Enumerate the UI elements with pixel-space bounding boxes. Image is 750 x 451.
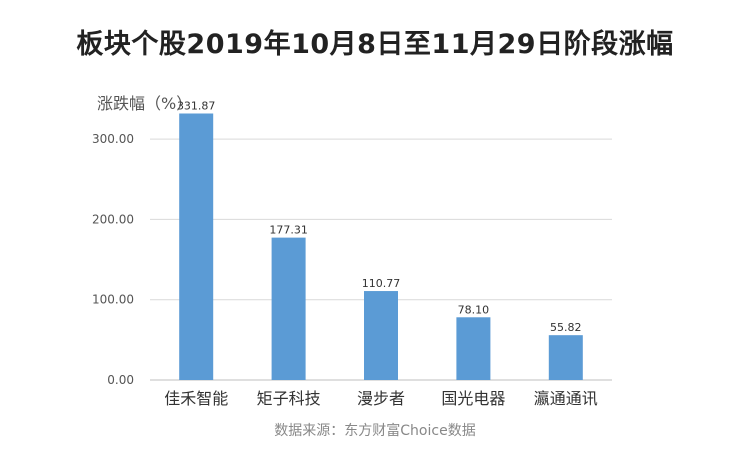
data-label: 110.77 (362, 277, 401, 290)
y-tick-label: 200.00 (92, 212, 134, 226)
bar (179, 113, 214, 380)
x-tick-label: 矩子科技 (257, 389, 321, 408)
y-tick-label: 100.00 (92, 293, 134, 307)
data-label: 55.82 (550, 321, 582, 334)
data-label: 331.87 (177, 99, 216, 112)
bar (271, 237, 306, 380)
data-label: 177.31 (269, 224, 308, 237)
x-tick-label: 国光电器 (441, 389, 505, 408)
bar (548, 335, 583, 380)
bar (364, 291, 398, 380)
y-tick-label: 300.00 (92, 132, 134, 146)
x-tick-label: 佳禾智能 (164, 389, 228, 408)
x-tick-label: 漫步者 (357, 389, 405, 408)
x-tick-label: 瀛通通讯 (534, 389, 598, 408)
data-source-note: 数据来源：东方财富Choice数据 (274, 423, 476, 439)
chart-title: 板块个股2019年10月8日至11月29日阶段涨幅 (76, 29, 674, 60)
y-axis-label: 涨跌幅（%） (97, 94, 193, 113)
bar (456, 317, 491, 380)
data-label: 78.10 (458, 303, 490, 316)
y-tick-label: 0.00 (107, 373, 134, 387)
